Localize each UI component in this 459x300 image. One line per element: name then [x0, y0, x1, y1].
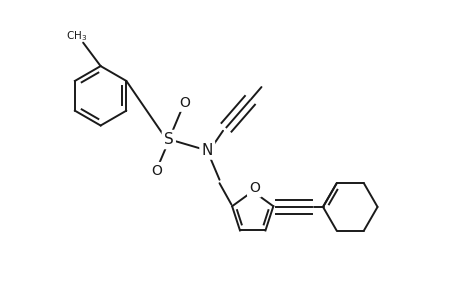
Text: O: O — [151, 164, 162, 178]
Text: S: S — [163, 132, 174, 147]
Text: O: O — [179, 96, 190, 110]
Text: N: N — [201, 142, 213, 158]
Text: O: O — [248, 182, 259, 196]
Text: CH$_3$: CH$_3$ — [65, 29, 87, 43]
